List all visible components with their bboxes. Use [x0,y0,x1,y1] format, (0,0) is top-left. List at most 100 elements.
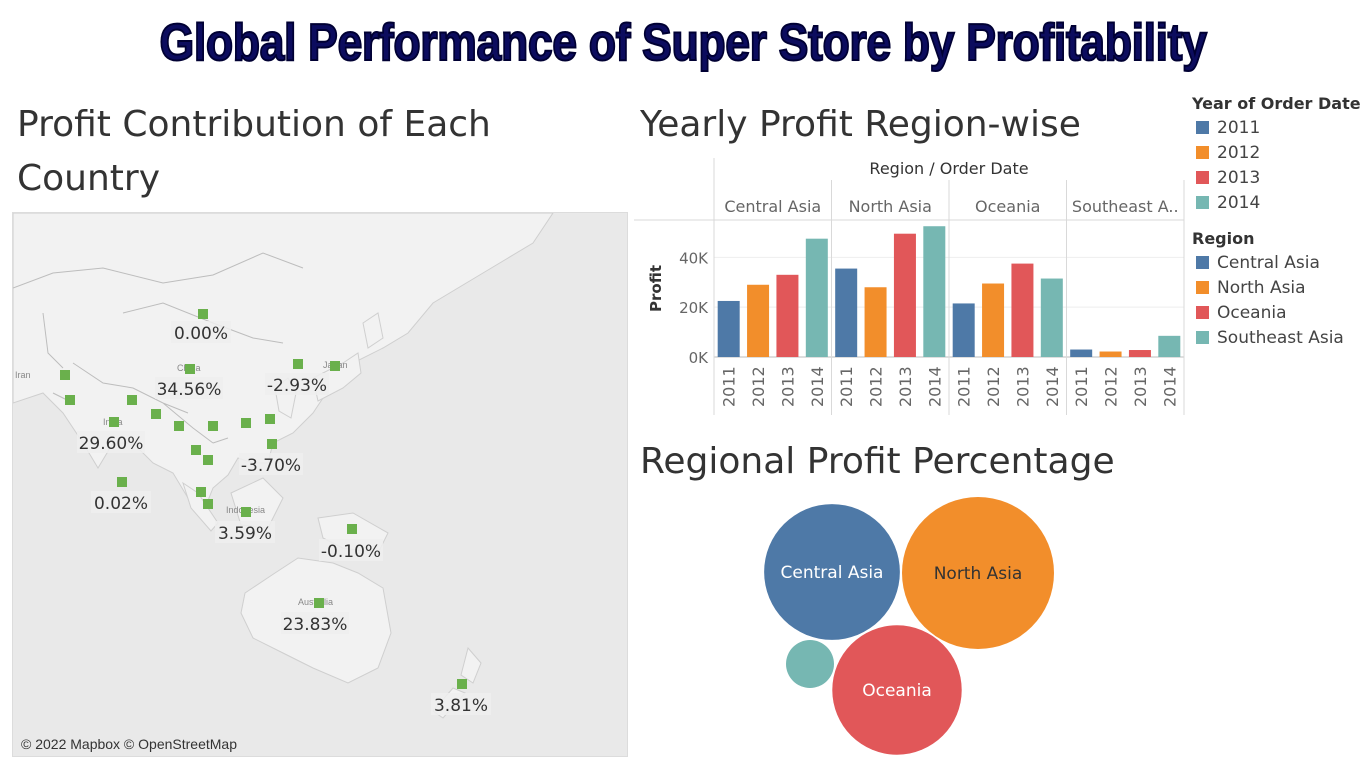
x-tick-label: 2013 [778,366,797,407]
bar-chart-header: Region / Order Date [869,159,1028,178]
bar-chart-title: Yearly Profit Region-wise [640,104,1081,145]
bar[interactable] [923,226,946,357]
bar[interactable] [835,268,858,357]
legend-label: 2012 [1217,142,1261,163]
map-marker[interactable] [203,499,213,509]
bubble[interactable] [832,625,962,755]
bar[interactable] [952,303,975,357]
map-marker[interactable] [174,421,184,431]
borneo-landmass [230,477,284,529]
legend-item-oceania[interactable]: Oceania [1192,300,1344,325]
legend-swatch [1196,146,1209,159]
bubble[interactable] [902,497,1054,649]
bar[interactable] [1158,335,1181,357]
legend-item-2011[interactable]: 2011 [1192,115,1361,140]
region-header: Southeast A.. [1072,197,1179,216]
bar[interactable] [982,283,1005,357]
map-markers [60,309,467,689]
region-header: Central Asia [724,197,821,216]
map-label: -0.10% [321,542,381,562]
bar[interactable] [864,287,887,357]
map-marker[interactable] [185,364,195,374]
legend-label: Central Asia [1217,252,1320,273]
bubble[interactable] [764,504,900,640]
legend-region-title: Region [1192,229,1255,248]
map-marker[interactable] [457,679,467,689]
x-tick-label: 2011 [837,366,856,407]
map-marker[interactable] [241,507,251,517]
bar[interactable] [893,233,916,357]
map-copyright[interactable]: © 2022 Mapbox © OpenStreetMap [21,736,237,752]
map-label: -3.70% [241,456,301,476]
map-marker[interactable] [117,477,127,487]
map-canvas[interactable]: Iran India China Japan Indonesia Austral… [13,213,627,756]
region-header: North Asia [849,197,932,216]
bar[interactable] [1128,350,1151,357]
bar-chart[interactable]: Region / Order Date 0K 20K 40K Profit Central… [634,150,1194,420]
x-tick-label: 2011 [720,366,739,407]
x-tick-label: 2014 [1160,366,1179,407]
y-tick-label: 40K [679,249,709,267]
map-marker[interactable] [267,439,277,449]
bubble-chart[interactable]: Central Asia North Asia Oceania [740,490,1080,760]
x-tick-label: 2013 [896,366,915,407]
map-label: 23.83% [283,615,348,635]
legend-item-north-asia[interactable]: North Asia [1192,275,1344,300]
bar[interactable] [776,274,799,357]
x-tick-label: 2014 [1043,366,1062,407]
map-marker[interactable] [127,395,137,405]
legend-item-southeast-asia[interactable]: Southeast Asia [1192,325,1344,350]
bar[interactable] [1040,278,1063,357]
bar[interactable] [805,238,828,357]
asia-landmass [13,213,554,514]
legend-item-central-asia[interactable]: Central Asia [1192,250,1344,275]
x-tick-label: 2011 [955,366,974,407]
map-marker[interactable] [60,370,70,380]
map-marker[interactable] [330,361,340,371]
map-marker[interactable] [191,445,201,455]
map-marker[interactable] [109,417,119,427]
map-label: -2.93% [267,376,327,396]
bubble-chart-title: Regional Profit Percentage [640,441,1115,482]
map-marker[interactable] [293,359,303,369]
legend-item-2012[interactable]: 2012 [1192,140,1361,165]
x-tick-label: 2012 [984,366,1003,407]
profit-map[interactable]: Iran India China Japan Indonesia Austral… [12,212,628,757]
legend-swatch [1196,171,1209,184]
bar[interactable] [717,300,740,357]
x-tick-label: 2012 [867,366,886,407]
map-marker[interactable] [208,421,218,431]
legend-region[interactable]: Region Central Asia North Asia Oceania S… [1192,228,1344,350]
bar[interactable] [1099,351,1122,357]
map-marker[interactable] [203,455,213,465]
region-header: Oceania [975,197,1040,216]
bubble-label: Central Asia [781,563,884,583]
legend-label: 2013 [1217,167,1261,188]
bar[interactable] [1011,263,1034,357]
dashboard-title: Global Performance of Super Store by Pro… [159,13,1208,73]
place-label-iran: Iran [15,370,31,380]
x-tick-label: 2014 [925,366,944,407]
map-marker[interactable] [151,409,161,419]
map-marker[interactable] [65,395,75,405]
map-marker[interactable] [265,414,275,424]
bar[interactable] [747,284,770,357]
x-tick-label: 2012 [1102,366,1121,407]
legend-item-2014[interactable]: 2014 [1192,190,1361,215]
x-tick-label: 2013 [1013,366,1032,407]
map-marker[interactable] [347,524,357,534]
legend-label: North Asia [1217,277,1306,298]
legend-item-2013[interactable]: 2013 [1192,165,1361,190]
legend-year[interactable]: Year of Order Date 2011 2012 2013 2014 [1192,93,1361,215]
x-tick-label: 2013 [1131,366,1150,407]
bubble[interactable] [786,640,834,688]
bar[interactable] [1070,349,1093,357]
map-label: 0.00% [174,324,228,344]
japan-landmass [312,312,384,402]
map-marker[interactable] [196,487,206,497]
legend-year-title: Year of Order Date [1192,94,1361,113]
map-marker[interactable] [314,598,324,608]
map-marker[interactable] [241,418,251,428]
legend-label: 2011 [1217,117,1261,138]
map-marker[interactable] [198,309,208,319]
